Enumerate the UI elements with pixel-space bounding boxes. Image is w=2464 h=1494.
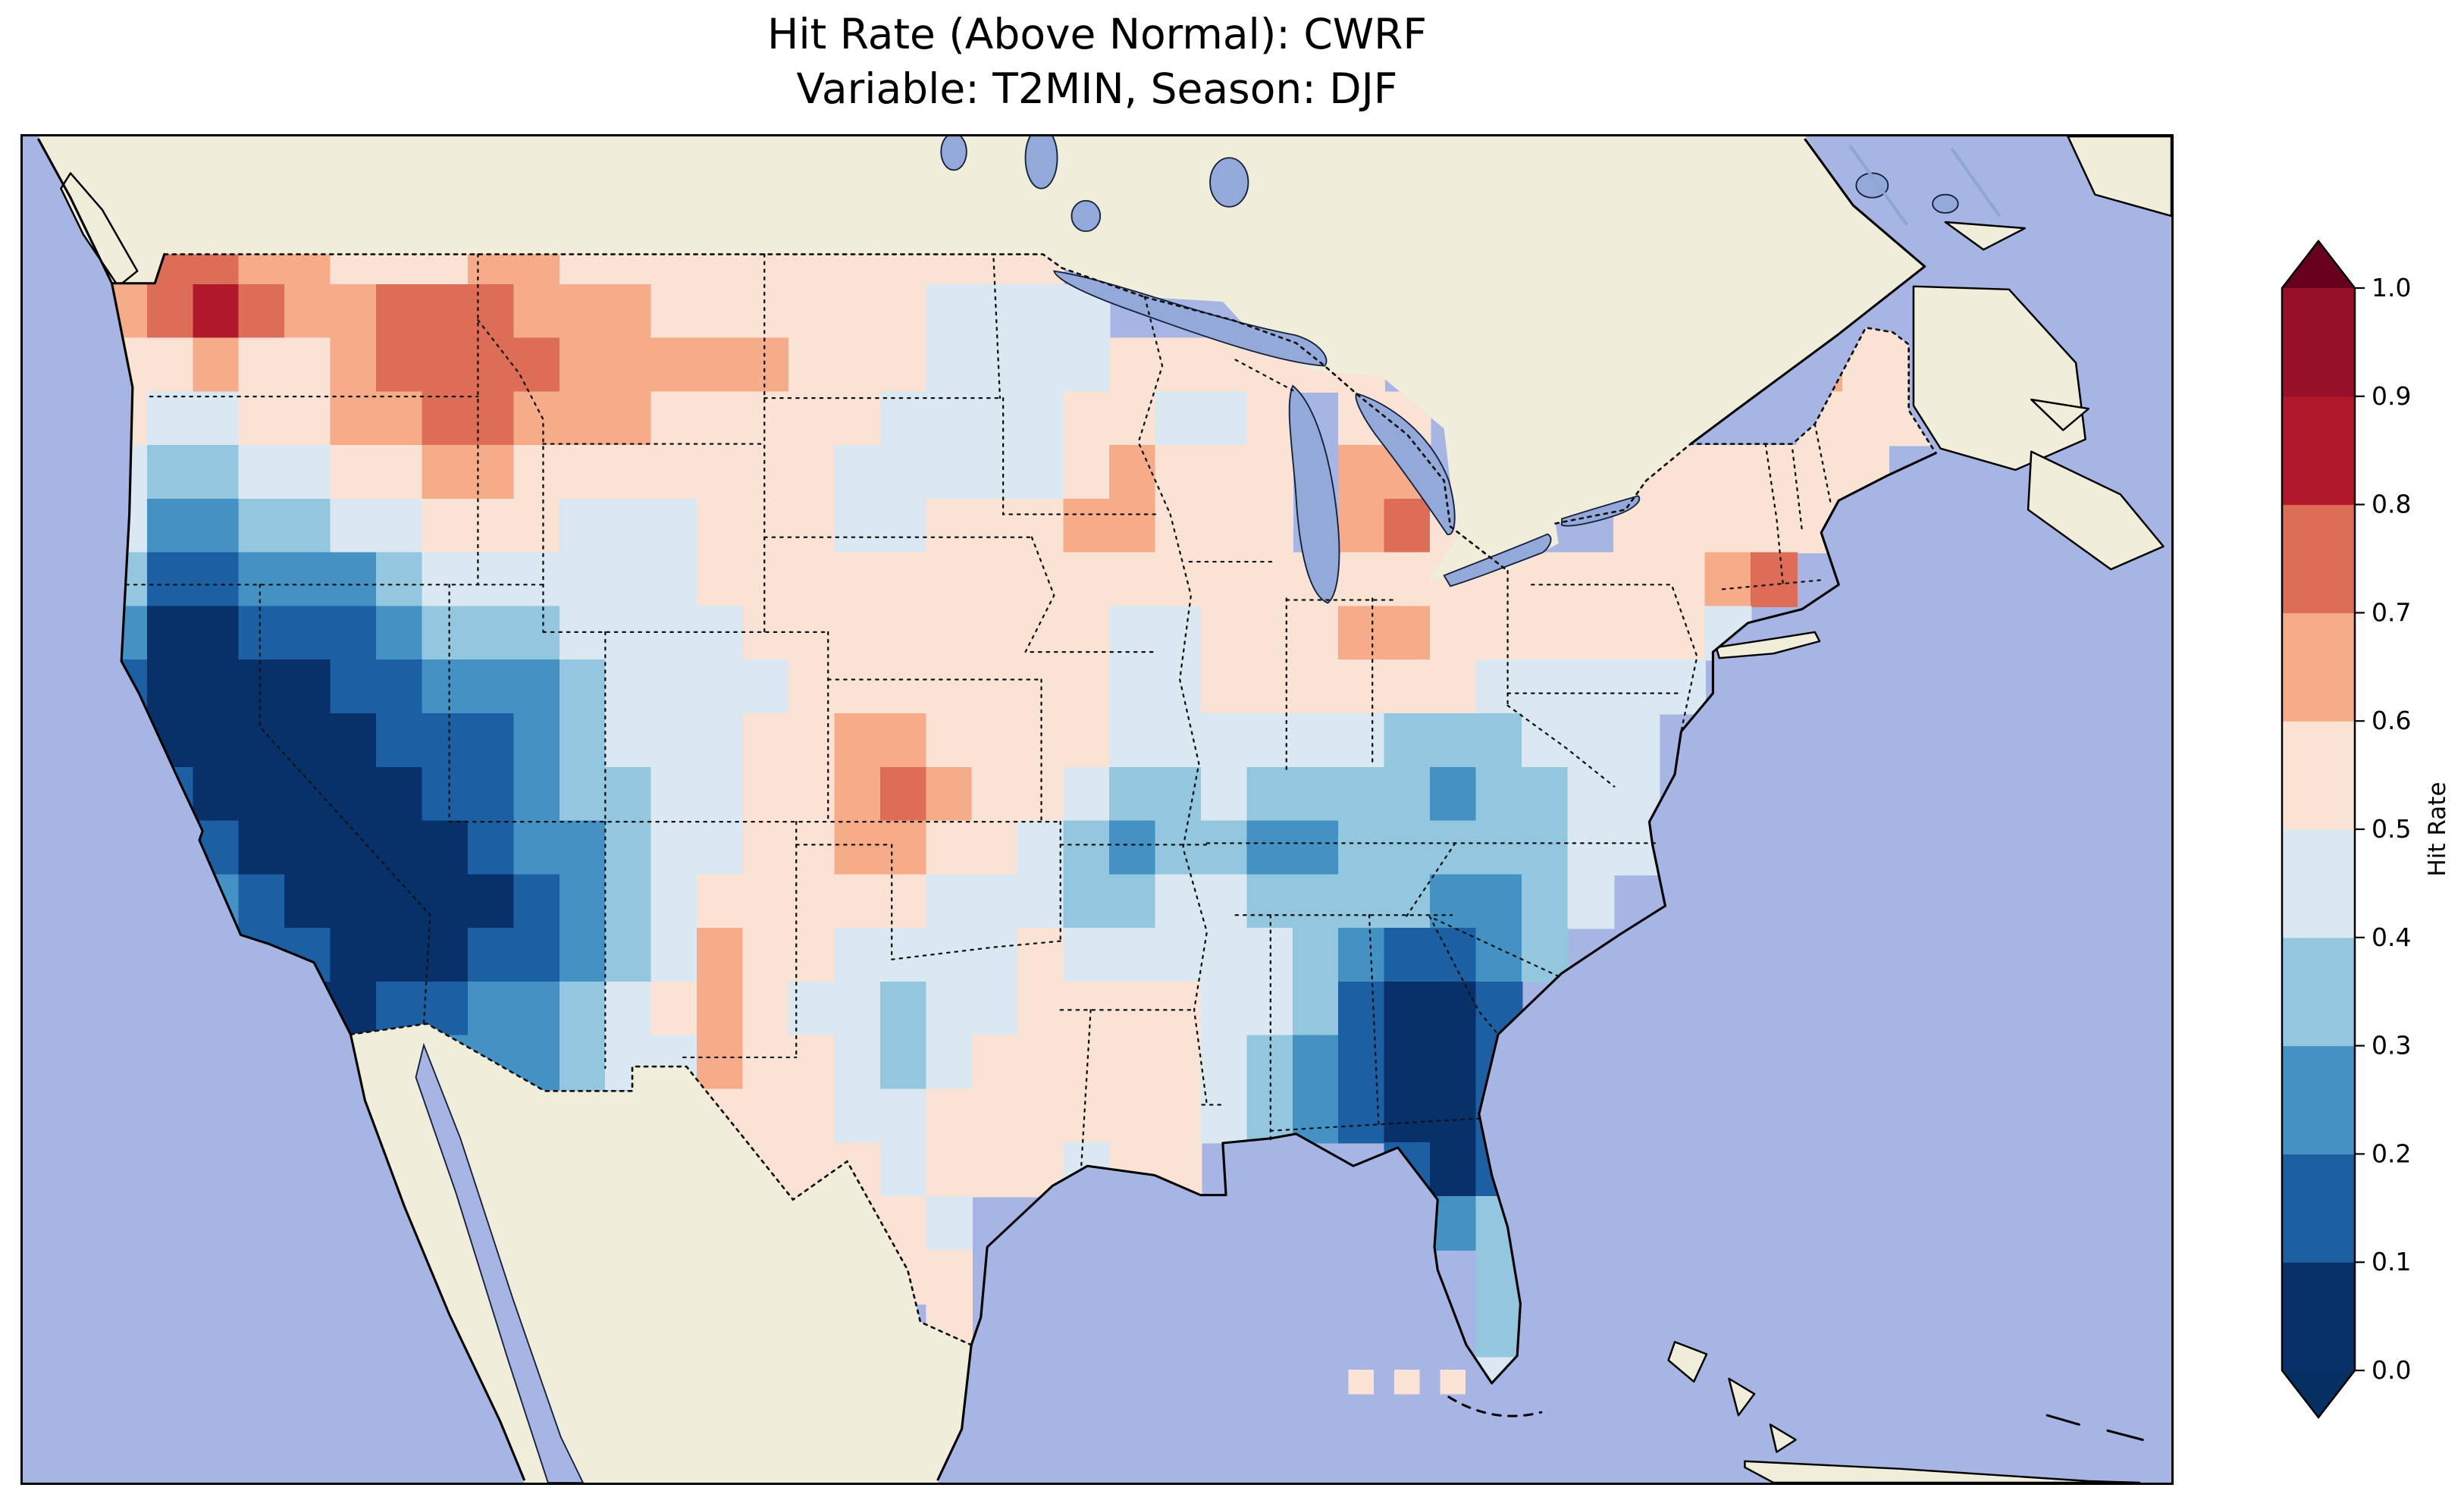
- lake-michigan: [1288, 384, 1340, 604]
- map-panel: [20, 134, 2174, 1485]
- colorbar-segments: [2282, 241, 2355, 1417]
- bahamas-island-3: [1769, 1424, 1797, 1453]
- colorbar-ticks: 0.0 0.1 0.2 0.3 0.4 0.5 0.6 0.7 0.8 0.9 1.0: [2355, 273, 2411, 1385]
- lake-huron: [1355, 392, 1456, 535]
- svg-text:0.6: 0.6: [2372, 706, 2411, 735]
- stray-heatmap-cells: [1348, 1370, 1466, 1395]
- svg-text:0.2: 0.2: [2372, 1139, 2411, 1168]
- us-mexico-border: [350, 1023, 973, 1346]
- bahamas-island-2: [1728, 1377, 1756, 1417]
- title-line1: Hit Rate (Above Normal): CWRF: [767, 10, 1427, 58]
- svg-text:0.9: 0.9: [2372, 381, 2411, 411]
- cays-dash-1: [2106, 1429, 2144, 1442]
- non-us-land: [38, 136, 2171, 1483]
- us-pacific-coastline: [110, 252, 353, 1036]
- st-lawrence-coastline: [1689, 138, 1926, 446]
- lake-winnipeg: [1024, 136, 1058, 189]
- conus-hit-rate-map: [23, 136, 2171, 1483]
- us-canada-border-northeast: [1554, 326, 1937, 525]
- lake-of-the-woods: [1071, 199, 1102, 233]
- canada-landmass: [38, 136, 1925, 581]
- bahamas-island-1: [1667, 1341, 1708, 1383]
- coastlines: [37, 138, 2144, 1483]
- us-atlantic-gulf-coastline: [970, 452, 1937, 1385]
- lake-erie: [1443, 533, 1552, 587]
- colorbar: 0.0 0.1 0.2 0.3 0.4 0.5 0.6 0.7 0.8 0.9 1.0 Hit Ra…: [2274, 240, 2460, 1437]
- svg-text:0.4: 0.4: [2372, 922, 2411, 952]
- mexico-landmass: [350, 1023, 972, 1483]
- lake-superior: [1052, 270, 1328, 367]
- nova-scotia: [2027, 450, 2165, 571]
- svg-text:0.0: 0.0: [2372, 1355, 2411, 1385]
- lake-nipigon: [1209, 157, 1249, 208]
- colorbar-scale: 0.0 0.1 0.2 0.3 0.4 0.5 0.6 0.7 0.8 0.9 1.0 Hit Ra…: [2281, 240, 2451, 1420]
- cuba: [1744, 1460, 2141, 1483]
- colorbar-axis-label: Hit Rate: [2424, 781, 2451, 876]
- quebec-river-1: [1848, 144, 1909, 227]
- quebec-lake-2: [1932, 193, 1959, 214]
- svg-text:1.0: 1.0: [2372, 273, 2411, 302]
- mexico-gulf-coastline: [936, 1343, 973, 1481]
- florida-keys: [1447, 1395, 1543, 1417]
- quebec-lake-1: [1855, 172, 1889, 199]
- newfoundland-corner: [2067, 136, 2171, 218]
- us-canada-border: [163, 253, 1146, 299]
- us-canada-border-lakes: [1143, 296, 1509, 572]
- new-brunswick: [1912, 285, 2086, 471]
- lakes-and-inland-water: [415, 136, 2002, 1483]
- quebec-river-2: [1950, 148, 2002, 218]
- title-line2: Variable: T2MIN, Season: DJF: [796, 64, 1398, 113]
- svg-text:0.1: 0.1: [2372, 1247, 2411, 1276]
- country-borders: [163, 253, 1937, 1346]
- canada-west-coastline: [37, 138, 114, 285]
- canada-lake-small-1: [940, 136, 967, 171]
- state-borders: [125, 253, 1832, 1170]
- svg-text:0.3: 0.3: [2372, 1031, 2411, 1060]
- long-island: [1715, 631, 1821, 659]
- chart-title: Hit Rate (Above Normal): CWRF Variable: …: [20, 8, 2174, 116]
- anticosti-island: [1944, 221, 2027, 251]
- svg-text:0.5: 0.5: [2372, 814, 2411, 844]
- cays-dash-2: [2045, 1414, 2080, 1426]
- gulf-of-california: [415, 1042, 584, 1483]
- mexico-pacific-coastline: [349, 1033, 525, 1481]
- svg-text:0.7: 0.7: [2372, 597, 2411, 627]
- svg-text:0.8: 0.8: [2372, 490, 2411, 519]
- prince-edward-island: [2030, 398, 2090, 431]
